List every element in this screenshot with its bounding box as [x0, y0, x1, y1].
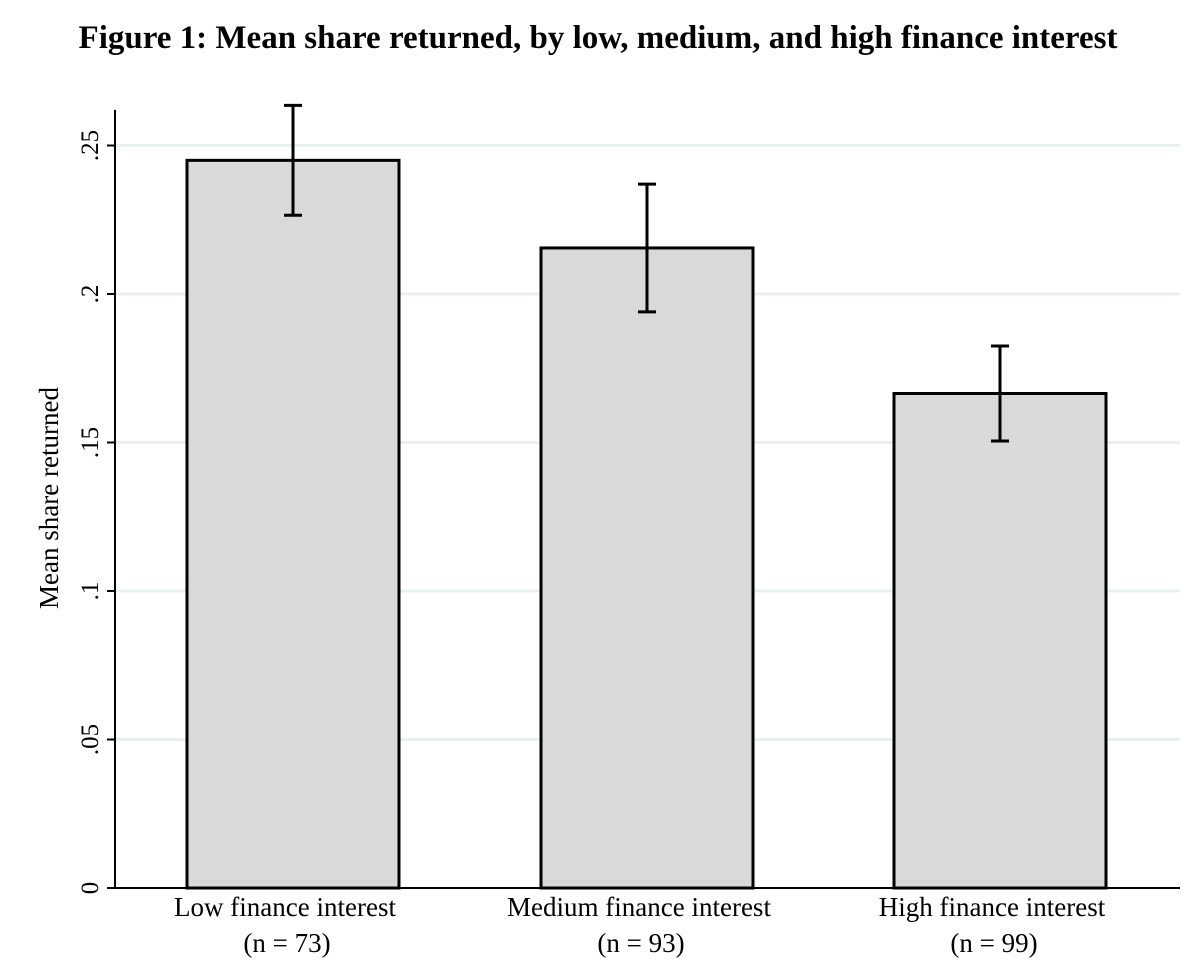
bar — [892, 391, 1108, 890]
bar — [539, 246, 755, 890]
y-tick-label: .05 — [77, 724, 104, 755]
error-bar — [638, 182, 656, 314]
y-tick-label: .15 — [77, 427, 104, 458]
bar — [185, 158, 401, 890]
y-tick-label: .2 — [77, 285, 104, 304]
x-category-labels: Low finance interest (n = 73) Medium finan… — [174, 892, 1106, 958]
chart-title: Figure 1: Mean share returned, by low, m… — [79, 20, 1118, 56]
bars — [185, 158, 1108, 890]
error-bar — [284, 103, 302, 217]
y-tick-label: .1 — [77, 582, 104, 601]
y-axis — [107, 109, 1180, 889]
x-category-label: Medium finance interest — [507, 892, 771, 922]
x-category-sublabel: (n = 99) — [950, 928, 1037, 958]
x-category-label: High finance interest — [879, 892, 1106, 922]
error-bars — [284, 103, 1009, 443]
x-category-sublabel: (n = 93) — [597, 928, 684, 958]
x-category-sublabel: (n = 73) — [243, 928, 330, 958]
error-bar — [991, 344, 1009, 443]
x-category-label: Low finance interest — [174, 892, 396, 922]
y-tick-labels: 0 .05 .1 .15 .2 .25 — [77, 130, 104, 894]
y-axis-label: Mean share returned — [34, 387, 64, 609]
y-tick-label: .25 — [77, 130, 104, 161]
y-tick-label: 0 — [77, 882, 104, 895]
